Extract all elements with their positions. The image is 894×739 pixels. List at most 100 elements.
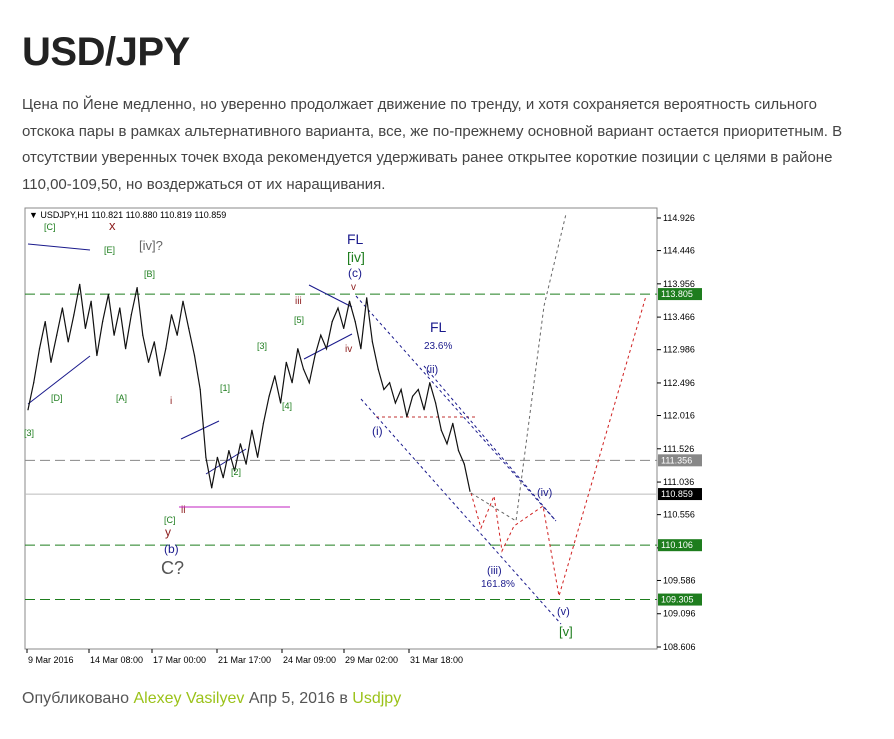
price-point <box>251 429 253 431</box>
price-point <box>119 307 121 309</box>
wave-label: (i) <box>372 424 383 438</box>
channel-line <box>360 398 562 625</box>
plot-frame <box>24 207 658 650</box>
wave-label: 23.6% <box>424 341 452 352</box>
wave-label: FL <box>347 231 364 247</box>
price-badge <box>658 454 702 467</box>
wave-label: (b) <box>164 542 179 556</box>
wave-label: [D] <box>51 393 63 403</box>
wave-label: (v) <box>557 606 570 618</box>
price-point <box>136 287 138 289</box>
price-point <box>325 348 328 350</box>
wave-label: [2] <box>231 467 241 477</box>
price-point <box>205 456 207 458</box>
price-point <box>400 388 402 391</box>
wave-label: (iii) <box>487 565 502 577</box>
wave-label: FL <box>430 319 447 335</box>
price-point <box>435 402 437 404</box>
wave-label: (c) <box>348 266 362 280</box>
price-point <box>343 327 345 329</box>
price-point <box>170 314 173 316</box>
price-point <box>354 321 356 323</box>
category-link[interactable]: Usdjpy <box>352 690 402 707</box>
price-point <box>102 321 104 323</box>
author-link[interactable]: Alexey Vasilyev <box>133 690 245 707</box>
price-badge <box>658 488 702 501</box>
price-point <box>302 368 305 370</box>
price-point <box>394 402 396 404</box>
price-point <box>291 382 293 384</box>
wave-label: [C] <box>164 515 176 525</box>
price-point <box>73 314 75 316</box>
price-badge <box>658 288 702 301</box>
y-tick-label: 111.526 <box>663 444 694 454</box>
wave-label: y <box>165 525 171 539</box>
price-point <box>176 334 178 336</box>
price-point <box>84 327 86 329</box>
forecast-path <box>470 295 647 597</box>
price-point <box>38 348 41 350</box>
price-point <box>159 375 161 377</box>
price-point <box>457 450 460 452</box>
price-point <box>125 348 127 350</box>
wave-label: [5] <box>294 315 304 325</box>
wave-label: 161.8% <box>481 579 515 590</box>
price-point <box>297 348 299 350</box>
price-point <box>56 334 58 336</box>
price-badge-label: 110.106 <box>661 540 693 550</box>
price-point <box>239 443 241 445</box>
price-point <box>308 382 310 384</box>
wave-label: (ii) <box>426 364 438 376</box>
article-description: Цена по Йене медленно, но уверенно продо… <box>22 96 843 193</box>
price-point <box>429 382 431 384</box>
y-tick-label: 108.606 <box>663 642 696 652</box>
price-point <box>285 361 287 363</box>
page-title: USD/JPY <box>22 30 190 74</box>
price-point <box>193 354 196 357</box>
price-point <box>337 307 339 309</box>
x-tick-label: 9 Mar 2016 <box>28 655 74 665</box>
price-point <box>50 361 52 363</box>
price-point <box>274 375 276 377</box>
price-point <box>33 382 35 384</box>
price-point <box>147 361 150 363</box>
y-tick-label: 112.016 <box>663 411 695 421</box>
price-point <box>44 321 46 323</box>
y-tick-label: 111.036 <box>663 477 694 487</box>
price-point <box>228 450 230 452</box>
price-point <box>199 388 201 391</box>
price-point <box>107 293 109 295</box>
trendline <box>303 333 353 360</box>
trendline <box>308 284 353 308</box>
post-date: Апр 5, 2016 <box>248 690 335 707</box>
price-point <box>360 348 362 350</box>
y-tick-label: 109.586 <box>663 575 696 585</box>
price-point <box>423 409 425 411</box>
trendline <box>180 420 220 440</box>
price-point <box>245 463 247 465</box>
price-point <box>61 307 64 309</box>
y-tick-label: 113.466 <box>663 312 695 322</box>
x-tick-label: 29 Mar 02:00 <box>345 655 398 665</box>
price-point <box>412 395 414 397</box>
price-badge <box>658 593 702 606</box>
price-point <box>90 300 92 302</box>
wave-label: [4] <box>282 401 292 411</box>
wave-label: iii <box>295 296 302 307</box>
y-tick-label: 109.096 <box>663 609 696 619</box>
price-point <box>320 334 322 336</box>
price-line <box>27 284 471 492</box>
x-tick-label: 24 Mar 09:00 <box>283 655 336 665</box>
wave-label: [E] <box>104 245 115 255</box>
price-point <box>314 354 316 357</box>
price-badge-label: 111.356 <box>661 455 692 465</box>
price-point <box>440 429 442 431</box>
wave-label: v <box>351 282 356 293</box>
wave-label: [iv] <box>347 249 365 265</box>
price-point <box>371 341 373 343</box>
price-point <box>96 354 98 357</box>
price-point <box>406 416 408 418</box>
y-tick-label: 112.496 <box>663 378 695 388</box>
wave-label: (iv) <box>537 487 552 499</box>
price-point <box>389 382 391 384</box>
